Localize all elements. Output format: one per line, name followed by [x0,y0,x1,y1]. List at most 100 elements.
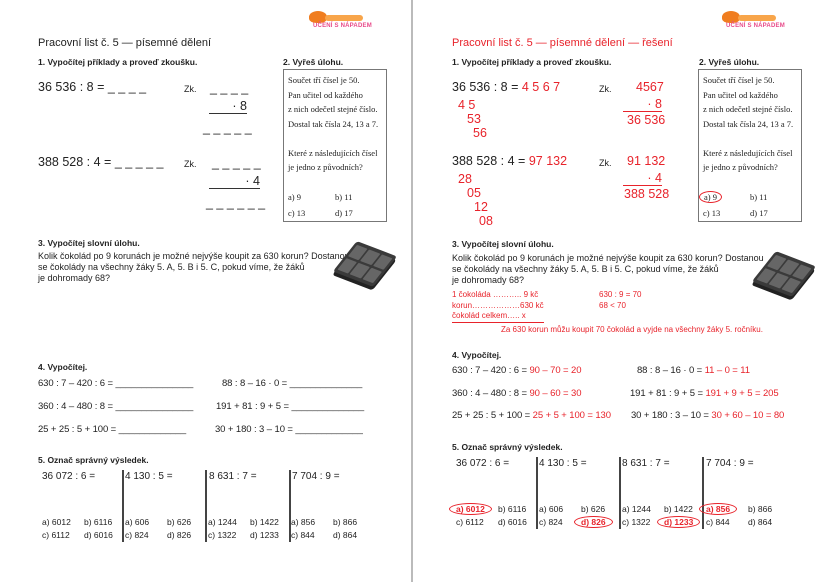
answer-option[interactable]: b) 6116 [498,504,527,514]
question: 8 631 : 7 = [622,458,670,469]
option: c) 13 [703,207,721,218]
answer-option[interactable]: c) 824 [125,530,149,540]
division-step: 4 5 [458,98,476,112]
answer-option[interactable]: a) 1244 [622,504,651,514]
answer-option[interactable]: c) 844 [706,517,730,527]
question: 4 130 : 5 = [539,458,587,469]
answer-option[interactable]: b) 866 [333,517,358,527]
solution-calc: 630 : 9 = 70 68 < 70 [599,290,642,310]
calc-row: 30 + 180 : 3 – 10 = 30 + 60 – 10 = 80 [631,410,785,421]
box-line: Součet tří čísel je 50. [703,75,775,85]
answer-option[interactable]: a) 1244 [208,517,237,527]
correct-answer-option[interactable]: d) 1233 [657,516,701,528]
box-line: je jedno z původních? [288,162,363,172]
worksheet-page: UČENÍ S NÁPADEM Pracovní list č. 5 — pís… [38,0,413,582]
answer-option[interactable]: a) 606 [125,517,150,527]
answer-option[interactable]: a) 606 [539,504,564,514]
division-step: 28 [458,172,472,186]
answer-option[interactable]: b) 626 [581,504,606,514]
check-multiplier: · 8 [623,98,662,112]
logo: UČENÍ S NÁPADEM [305,11,375,35]
equation-2: 388 528 : 4 = 97 132 [452,154,568,168]
check-top: 4567 [636,80,664,94]
section-1-heading: 1. Vypočítej příklady a proveď zkoušku. [38,57,198,67]
division-step: 56 [473,126,487,140]
answer-option[interactable]: c) 6112 [456,517,484,527]
check-result: _ _ _ _ _ [203,121,252,135]
solution-work: 1 čokoláda ……….. 9 kč korun………………630 kč čo… [452,290,544,323]
box-line: z nich odečetl stejné číslo. [703,104,793,114]
calc-row: 191 + 81 : 9 + 5 = 191 + 9 + 5 = 205 [630,388,779,399]
column-divider [122,470,124,542]
box-line: Které z následujících čísel [288,147,378,158]
box-line: Součet tří čísel je 50. [288,75,360,85]
answer-option[interactable]: b) 1422 [664,504,693,514]
answer-option[interactable]: d) 6016 [498,517,527,527]
solution-answer: Za 630 korun můžu koupit 70 čokolád a vy… [501,325,763,334]
box-line: z nich odečetl stejné číslo. [288,104,378,114]
answer-option[interactable]: d) 6016 [84,530,113,540]
page-title: Pracovní list č. 5 — písemné dělení [38,37,212,49]
answer-option[interactable]: b) 626 [167,517,192,527]
answer-option[interactable]: d) 826 [167,530,192,540]
question: 4 130 : 5 = [125,471,173,482]
word-problem: Kolik čokolád po 9 korunách je možné nej… [38,251,350,283]
box-line: Pan učitel od každého [288,89,363,100]
calc-row: 630 : 7 – 420 : 6 = 90 – 70 = 20 [452,365,582,376]
answer-option[interactable]: a) 856 [291,517,316,527]
box-line: je jedno z původních? [703,162,778,172]
check-label: Zk. [184,159,197,169]
division-step: 08 [479,214,493,228]
calc-row: 88 : 8 – 16 · 0 = 11 – 0 = 11 [637,365,750,376]
answer-option[interactable]: b) 6116 [84,517,113,527]
answer-option[interactable]: b) 1422 [250,517,279,527]
column-divider [205,470,207,542]
word-problem: Kolik čokolád po 9 korunách je možné nej… [452,253,764,285]
division-step: 12 [474,200,488,214]
option: d) 17 [335,207,353,218]
option: a) 9 [288,191,301,202]
correct-answer-option[interactable]: a) 856 [699,503,738,515]
correct-option: a) 9 [699,190,722,203]
equation-2: 388 528 : 4 = _ _ _ _ _ [38,155,164,169]
answer-option[interactable]: c) 1322 [208,530,237,540]
correct-answer-option[interactable]: a) 6012 [449,503,492,515]
task-box: Součet tří čísel je 50. Pan učitel od kaž… [698,69,802,222]
calc-row: 630 : 7 – 420 : 6 = _______________ [38,378,194,389]
section-5-heading: 5. Označ správný výsledek. [38,455,149,465]
option: c) 13 [288,207,306,218]
check-multiplier: · 4 [209,175,260,189]
box-line: Dostal tak čísla 24, 13 a 7. [703,118,794,129]
box-line: Pan učitel od každého [703,89,778,100]
question: 8 631 : 7 = [209,471,257,482]
page-title: Pracovní list č. 5 — písemné dělení — ře… [452,37,673,49]
section-5-heading: 5. Označ správný výsledek. [452,442,563,452]
equation-1: 36 536 : 8 = 4 5 6 7 [452,80,561,94]
calc-row: 88 : 8 – 16 · 0 = ______________ [222,378,363,389]
answer-option[interactable]: d) 864 [333,530,358,540]
answer-option[interactable]: c) 6112 [42,530,70,540]
check-label: Zk. [599,84,612,94]
check-result: 36 536 [627,113,666,127]
section-1-heading: 1. Vypočítej příklady a proveď zkoušku. [452,57,612,67]
answer-option[interactable]: d) 864 [748,517,773,527]
answer-option[interactable]: c) 1322 [622,517,651,527]
answer-option[interactable]: a) 6012 [42,517,71,527]
question: 7 704 : 9 = [292,471,340,482]
column-divider [536,457,538,529]
answer-option[interactable]: c) 824 [539,517,563,527]
division-step: 53 [467,112,481,126]
section-3-heading: 3. Vypočítej slovní úlohu. [452,239,554,249]
calc-row: 360 : 4 – 480 : 8 = _______________ [38,401,194,412]
check-label: Zk. [599,158,612,168]
section-2-heading: 2. Vyřeš úlohu. [283,57,344,67]
column-divider [702,457,704,529]
answer-option[interactable]: d) 1233 [250,530,279,540]
answer-option[interactable]: c) 844 [291,530,315,540]
check-top: _ _ _ _ [210,81,249,95]
correct-answer-option[interactable]: d) 826 [574,516,613,528]
division-step: 05 [467,186,481,200]
answer-option[interactable]: b) 866 [748,504,773,514]
equation-1: 36 536 : 8 = _ _ _ _ [38,80,147,94]
column-divider [289,470,291,542]
